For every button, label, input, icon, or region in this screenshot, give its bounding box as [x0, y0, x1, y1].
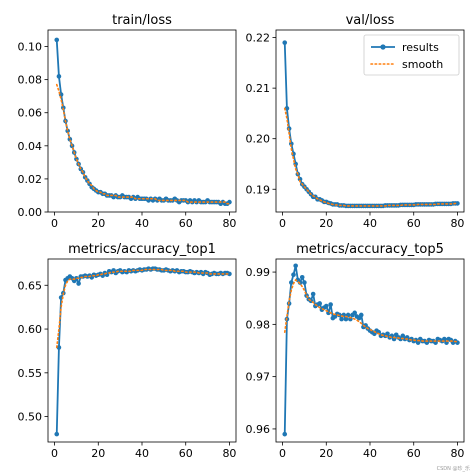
data-point	[385, 331, 390, 337]
y-tick-label: 0.06	[18, 107, 43, 120]
y-tick-label: 0.22	[246, 32, 271, 45]
axes-frame	[47, 29, 237, 213]
data-point	[291, 272, 296, 277]
data-point	[328, 302, 333, 307]
data-point	[289, 280, 294, 285]
data-point	[56, 345, 62, 350]
x-tick-label: 20	[91, 447, 105, 460]
x-tick-label: 60	[407, 217, 421, 230]
data-point	[455, 201, 460, 206]
x-tick-label: 40	[135, 217, 149, 230]
y-tick-label: 0.10	[18, 41, 43, 54]
data-point	[415, 340, 421, 345]
y-tick-label: 0.98	[246, 318, 271, 331]
data-point	[339, 316, 344, 322]
data-point	[323, 303, 329, 309]
subplot-1: train/loss 0 20 40 60 80 0.00 0.02 0.04 0.06 0.08 0…	[18, 13, 237, 230]
subplot-title: metrics/accuracy_top5	[296, 242, 444, 257]
axes-frame	[47, 258, 237, 443]
subplot-2: val/loss 0 20 40 60 80 0.19 0.20 0.21 0.22 results…	[246, 13, 465, 230]
y-tick-label: 0.04	[18, 140, 43, 153]
x-tick-label: 80	[450, 217, 464, 230]
series-line-results	[55, 267, 230, 435]
y-tick-label: 0.96	[246, 423, 271, 436]
subplot-title: metrics/accuracy_top1	[68, 242, 216, 257]
data-point	[282, 40, 288, 45]
x-tick-label: 20	[319, 217, 333, 230]
y-tick-label: 0.19	[246, 183, 271, 196]
series-line-results	[283, 264, 458, 435]
series-line-smooth	[283, 107, 459, 207]
x-tick-label: 80	[450, 447, 464, 460]
x-tick-label: 0	[51, 447, 58, 460]
x-tick-label: 40	[363, 217, 377, 230]
data-point	[343, 316, 349, 322]
data-point	[54, 431, 60, 437]
data-point	[310, 291, 316, 297]
legend: results smooth	[363, 34, 460, 76]
y-tick-label: 0.65	[18, 279, 43, 292]
x-tick-label: 20	[319, 447, 333, 460]
legend-box	[363, 34, 460, 76]
x-tick-label: 20	[91, 217, 105, 230]
data-point	[317, 301, 323, 306]
subplot-3: metrics/accuracy_top1 0 20 40 60 80 0.50 0.55 0.…	[18, 242, 237, 460]
series-line-smooth	[55, 268, 231, 349]
x-tick-label: 40	[135, 447, 149, 460]
data-point	[352, 310, 358, 316]
data-point	[65, 128, 70, 134]
y-tick-label: 0.55	[18, 367, 43, 380]
x-tick-label: 0	[279, 447, 286, 460]
y-tick-label: 0.99	[246, 266, 271, 279]
data-point	[282, 431, 288, 437]
legend-swatch-marker	[380, 44, 386, 50]
subplot-4: metrics/accuracy_top5 0 20 40 60 80 0.96 0.97 0.…	[246, 242, 465, 460]
data-point	[227, 271, 232, 277]
x-tick-label: 80	[222, 217, 236, 230]
data-point	[293, 263, 298, 269]
y-tick-label: 0.97	[246, 371, 271, 384]
data-point	[76, 281, 81, 286]
series-line-smooth	[283, 278, 459, 343]
x-tick-label: 0	[51, 217, 58, 230]
data-point	[54, 37, 60, 43]
y-tick-label: 0.50	[18, 411, 43, 424]
data-point	[302, 280, 307, 285]
y-tick-label: 0.21	[246, 82, 271, 95]
data-point	[358, 312, 364, 318]
y-tick-label: 0.08	[18, 74, 43, 87]
subplot-title: val/loss	[346, 13, 395, 28]
series-line-results	[55, 39, 230, 205]
watermark-text: CSDN @珍_乐	[436, 466, 470, 472]
x-tick-label: 80	[222, 447, 236, 460]
x-tick-label: 60	[179, 217, 193, 230]
legend-label-smooth: smooth	[402, 58, 443, 71]
series-line-smooth	[55, 83, 231, 205]
y-tick-label: 0.60	[18, 323, 43, 336]
x-tick-label: 60	[179, 447, 193, 460]
y-tick-label: 0.00	[18, 206, 43, 219]
x-tick-label: 40	[363, 447, 377, 460]
legend-label-results: results	[402, 41, 439, 54]
y-tick-label: 0.20	[246, 133, 271, 146]
data-point	[299, 275, 305, 280]
x-tick-label: 0	[279, 217, 286, 230]
subplot-title: train/loss	[112, 13, 172, 28]
data-point	[442, 336, 447, 342]
x-tick-label: 60	[407, 447, 421, 460]
y-tick-label: 0.02	[18, 173, 43, 186]
data-point	[56, 74, 62, 79]
